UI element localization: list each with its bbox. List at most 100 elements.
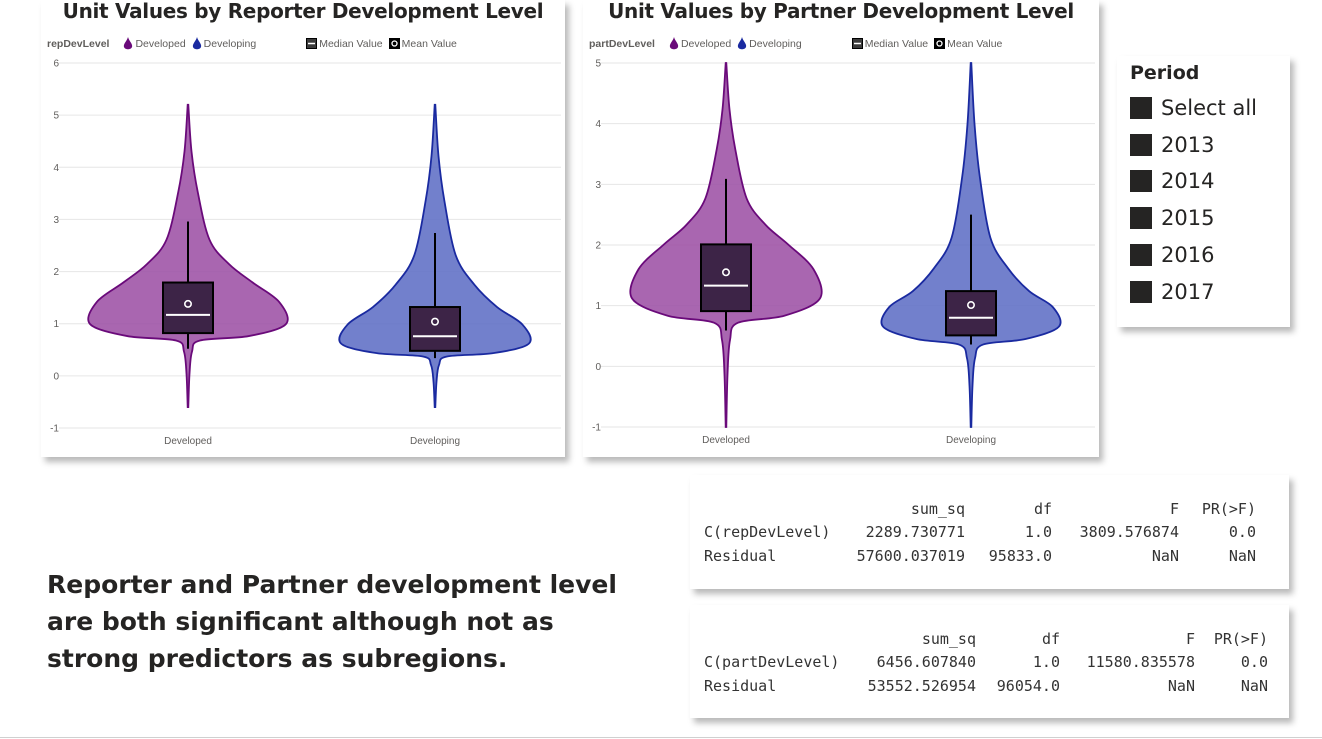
legend-field: repDevLevel (47, 37, 110, 50)
slicer-item-label: 2013 (1161, 133, 1215, 157)
table-cell: 0.0 (1240, 653, 1268, 672)
iqr-box[interactable] (409, 306, 461, 352)
table-cell: 96054.0 (996, 676, 1060, 695)
table-header-row: sum_sq df F PR(>F) (704, 497, 1256, 521)
slicer-item-label: Select all (1161, 96, 1257, 120)
y-tick-label: 3 (53, 215, 59, 226)
y-tick-label: -1 (592, 423, 601, 434)
checkbox-icon[interactable] (1130, 134, 1152, 156)
commentary-text: Reporter and Partner development level a… (47, 570, 617, 673)
partner-violin-chart[interactable]: Unit Values by Partner Development Level… (583, 0, 1099, 457)
table-cell: 2289.730771 (865, 523, 965, 542)
header-cell (704, 497, 849, 521)
legend-item-developing[interactable]: Developing (737, 37, 802, 50)
slicer-item-label: 2016 (1161, 243, 1215, 267)
table-cell: NaN (1240, 676, 1268, 695)
slicer-item-2015[interactable]: 2015 (1130, 206, 1214, 230)
violin-legend-icon (737, 37, 747, 50)
table-cell: NaN (1167, 676, 1195, 695)
x-category-label: Developing (410, 436, 460, 447)
legend-item-developed[interactable]: Developed (123, 37, 186, 50)
legend-label: Mean Value (401, 37, 457, 50)
chart-title: Unit Values by Reporter Development Leve… (62, 0, 544, 23)
slicer-item-2014[interactable]: 2014 (1130, 169, 1214, 193)
divider (0, 737, 1322, 738)
legend-label: Developed (680, 37, 732, 50)
anova-table: sum_sq df F PR(>F) C(partDevLevel) 6456.… (704, 627, 1268, 698)
y-tick-label: 5 (53, 111, 59, 122)
table-row: C(repDevLevel) 2289.730771 1.0 3809.5768… (704, 521, 1256, 545)
mean-legend-icon (388, 38, 400, 49)
y-tick-label: 6 (53, 59, 59, 70)
x-category-label: Developed (164, 436, 212, 447)
legend-item-developing[interactable]: Developing (192, 37, 257, 50)
legend-label: Developed (135, 37, 186, 50)
table-cell: 95833.0 (988, 546, 1052, 565)
y-tick-label: 4 (53, 163, 59, 174)
header-cell: PR(>F) (1201, 499, 1256, 518)
row-label: Residual (704, 546, 777, 565)
chart-legend: repDevLevel Developed Developing Median … (47, 37, 463, 50)
mean-marker (430, 317, 439, 326)
header-cell: sum_sq (910, 499, 965, 518)
header-cell: df (1033, 499, 1052, 518)
checkbox-icon[interactable] (1130, 97, 1152, 119)
table-cell: 0.0 (1228, 523, 1256, 542)
iqr-box[interactable] (945, 290, 997, 337)
y-tick-label: 1 (53, 319, 59, 330)
y-tick-label: 5 (595, 59, 601, 70)
legend-label: Developing (203, 37, 257, 50)
reporter-violin-chart[interactable]: Unit Values by Reporter Development Leve… (41, 0, 565, 457)
header-cell: PR(>F) (1213, 629, 1268, 648)
legend-item-median: Median Value (306, 37, 383, 50)
violin-legend-icon (124, 37, 133, 50)
mean-legend-icon (934, 38, 946, 49)
header-cell: F (1169, 499, 1179, 518)
table-row: Residual 53552.526954 96054.0 NaN NaN (704, 674, 1268, 698)
mean-marker (184, 299, 193, 308)
slicer-item-2016[interactable]: 2016 (1130, 243, 1214, 267)
slicer-item-2017[interactable]: 2017 (1130, 280, 1214, 304)
checkbox-icon[interactable] (1130, 170, 1152, 192)
slicer-item-2013[interactable]: 2013 (1130, 133, 1214, 157)
slicer-title: Period (1130, 62, 1200, 84)
table-row: C(partDevLevel) 6456.607840 1.0 11580.83… (704, 651, 1268, 675)
y-tick-label: 3 (595, 180, 601, 191)
table-row: Residual 57600.037019 95833.0 NaN NaN (704, 544, 1256, 568)
legend-item-developed[interactable]: Developed (669, 37, 731, 50)
header-cell: sum_sq (921, 629, 976, 648)
legend-label: Mean Value (947, 37, 1003, 50)
chart-title: Unit Values by Partner Development Level (608, 0, 1074, 23)
legend-item-mean: Mean Value (388, 37, 457, 50)
legend-field: partDevLevel (589, 37, 655, 50)
table-cell: NaN (1151, 546, 1179, 565)
table-cell: 11580.835578 (1086, 653, 1195, 672)
checkbox-icon[interactable] (1130, 207, 1152, 229)
header-cell: df (1041, 629, 1060, 648)
anova-table-reporter: sum_sq df F PR(>F) C(repDevLevel) 2289.7… (690, 475, 1289, 589)
legend-label: Median Value (319, 37, 383, 50)
y-tick-label: 0 (53, 371, 59, 382)
mean-marker (966, 301, 975, 310)
slicer-item-select-all[interactable]: Select all (1130, 96, 1257, 120)
period-slicer: Period Select all 2013 2014 2015 2016 20… (1117, 56, 1290, 327)
plot-area: -1 0 1 2 3 4 5 6 Developed Developing (50, 59, 561, 447)
mean-marker (722, 268, 731, 277)
violin-legend-icon (669, 37, 679, 50)
table-cell: NaN (1228, 546, 1256, 565)
checkbox-icon[interactable] (1130, 281, 1152, 303)
checkbox-icon[interactable] (1130, 244, 1152, 266)
y-tick-label: 1 (595, 301, 601, 312)
median-legend-icon (851, 38, 863, 49)
table-cell: 6456.607840 (876, 653, 976, 672)
table-cell: 1.0 (1024, 523, 1052, 542)
x-category-label: Developing (946, 435, 996, 446)
table-header-row: sum_sq df F PR(>F) (704, 627, 1268, 651)
row-label: Residual (704, 676, 777, 695)
table-cell: 57600.037019 (856, 546, 965, 565)
anova-table-partner: sum_sq df F PR(>F) C(partDevLevel) 6456.… (690, 605, 1289, 718)
iqr-box[interactable] (700, 243, 752, 313)
median-legend-icon (306, 38, 318, 49)
legend-label: Median Value (864, 37, 929, 50)
violin-legend-icon (192, 37, 201, 50)
